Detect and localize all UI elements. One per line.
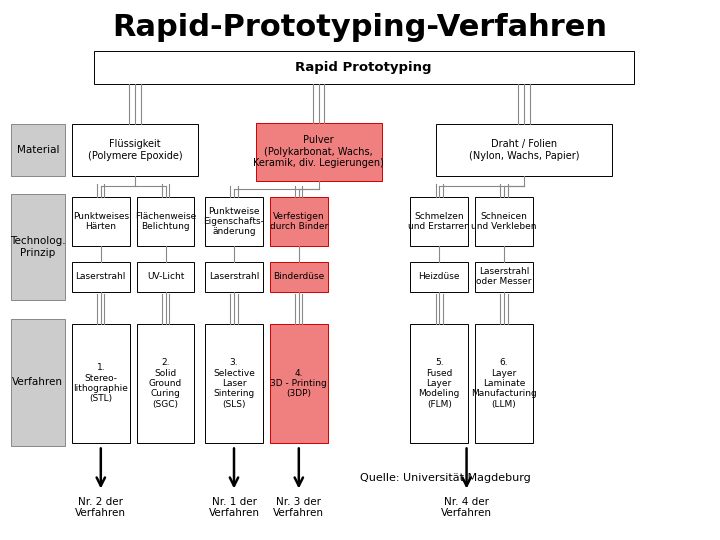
Bar xyxy=(137,324,194,443)
Text: 3.
Selective
Laser
Sintering
(SLS): 3. Selective Laser Sintering (SLS) xyxy=(213,358,255,409)
Text: Laserstrahl: Laserstrahl xyxy=(209,272,259,281)
Text: Material: Material xyxy=(17,145,59,155)
Text: Laserstrahl: Laserstrahl xyxy=(76,272,126,281)
Bar xyxy=(475,197,533,246)
Text: Rapid-Prototyping-Verfahren: Rapid-Prototyping-Verfahren xyxy=(112,14,608,43)
Bar xyxy=(72,324,130,443)
Bar xyxy=(410,262,468,292)
Text: Nr. 3 der
Verfahren: Nr. 3 der Verfahren xyxy=(274,497,324,518)
Text: Binderdüse: Binderdüse xyxy=(273,272,325,281)
Bar xyxy=(11,124,65,176)
Text: Quelle: Universität Magdeburg: Quelle: Universität Magdeburg xyxy=(360,473,531,483)
Text: Nr. 4 der
Verfahren: Nr. 4 der Verfahren xyxy=(441,497,492,518)
Bar xyxy=(72,197,130,246)
Bar xyxy=(270,324,328,443)
Text: UV-Licht: UV-Licht xyxy=(147,272,184,281)
Bar xyxy=(436,124,612,176)
Bar xyxy=(11,194,65,300)
Bar xyxy=(410,324,468,443)
Text: Nr. 2 der
Verfahren: Nr. 2 der Verfahren xyxy=(76,497,126,518)
Text: Nr. 1 der
Verfahren: Nr. 1 der Verfahren xyxy=(209,497,259,518)
Text: Verfahren: Verfahren xyxy=(12,377,63,387)
Bar xyxy=(137,262,194,292)
Bar xyxy=(72,124,198,176)
Text: Schmelzen
und Erstarren: Schmelzen und Erstarren xyxy=(408,212,470,231)
Bar xyxy=(205,324,263,443)
Text: Flüssigkeit
(Polymere Epoxide): Flüssigkeit (Polymere Epoxide) xyxy=(88,139,182,160)
Bar xyxy=(72,262,130,292)
Bar xyxy=(270,262,328,292)
Text: 5.
Fused
Layer
Modeling
(FLM): 5. Fused Layer Modeling (FLM) xyxy=(418,358,460,409)
Bar xyxy=(137,197,194,246)
Text: Rapid Prototyping: Rapid Prototyping xyxy=(295,61,432,74)
Bar xyxy=(475,262,533,292)
Text: 4.
3D - Printing
(3DP): 4. 3D - Printing (3DP) xyxy=(271,368,327,399)
Text: 6.
Layer
Laminate
Manufacturing
(LLM): 6. Layer Laminate Manufacturing (LLM) xyxy=(471,358,537,409)
Bar xyxy=(205,262,263,292)
Text: Technolog.
Prinzip: Technolog. Prinzip xyxy=(10,237,66,258)
Text: 2.
Solid
Ground
Curing
(SGC): 2. Solid Ground Curing (SGC) xyxy=(149,358,182,409)
Text: Pulver
(Polykarbonat, Wachs,
Keramik, div. Legierungen): Pulver (Polykarbonat, Wachs, Keramik, di… xyxy=(253,135,384,168)
Bar xyxy=(94,51,634,84)
Text: Verfestigen
durch Binder: Verfestigen durch Binder xyxy=(270,212,328,231)
Text: Schneicen
und Verkleben: Schneicen und Verkleben xyxy=(472,212,536,231)
Bar xyxy=(270,197,328,246)
Bar xyxy=(256,123,382,181)
Text: 1.
Stereo-
lithographie
(STL): 1. Stereo- lithographie (STL) xyxy=(73,363,128,403)
Bar xyxy=(410,197,468,246)
Bar xyxy=(475,324,533,443)
Text: Heizdüse: Heizdüse xyxy=(418,272,460,281)
Bar xyxy=(205,197,263,246)
Text: Punktweise
Eigenschafts-
änderung: Punktweise Eigenschafts- änderung xyxy=(204,206,264,237)
Text: Flächenweise
Belichtung: Flächenweise Belichtung xyxy=(135,212,197,231)
Text: Laserstrahl
oder Messer: Laserstrahl oder Messer xyxy=(476,267,532,286)
Text: Draht / Folien
(Nylon, Wachs, Papier): Draht / Folien (Nylon, Wachs, Papier) xyxy=(469,139,579,160)
Bar xyxy=(11,319,65,445)
Text: Punktweises
Härten: Punktweises Härten xyxy=(73,212,129,231)
